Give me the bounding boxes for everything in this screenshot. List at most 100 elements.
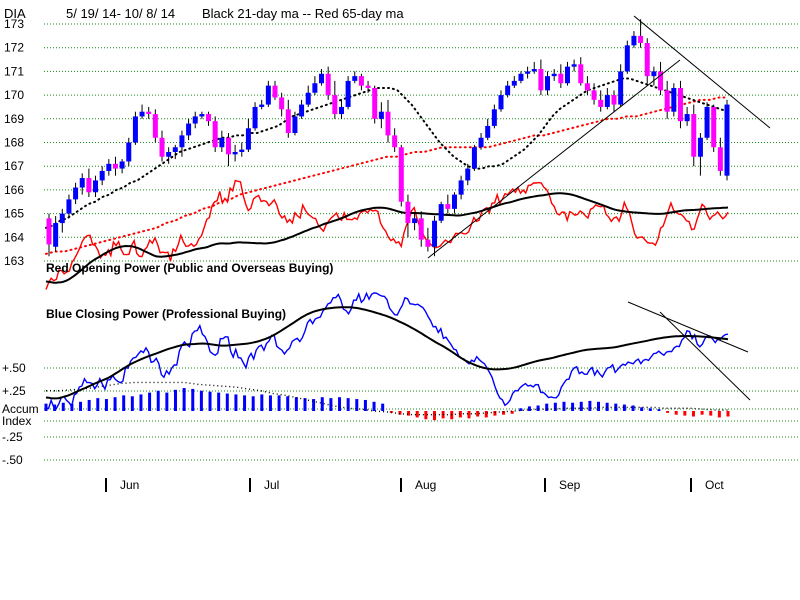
candle-body <box>206 114 212 122</box>
candle-body <box>531 69 537 72</box>
month-axis: Jun Jul Aug Sep Oct <box>105 478 724 492</box>
accum-tick-label: Accum <box>2 402 39 416</box>
candle-body <box>106 163 112 171</box>
price-tick-label: 173 <box>4 17 24 31</box>
candle-body <box>697 137 703 157</box>
candle-body <box>564 66 570 84</box>
candle-body <box>378 111 384 119</box>
candle-body <box>345 80 351 107</box>
candle-body <box>219 137 225 148</box>
candle-body <box>192 116 198 124</box>
candle-body <box>338 106 344 115</box>
candle-body <box>312 83 318 93</box>
candle-body <box>711 106 717 148</box>
candle-body <box>186 123 192 136</box>
price-tick-label: 169 <box>4 112 24 126</box>
candle-body <box>299 104 305 117</box>
candle-body <box>691 114 697 157</box>
candle-body <box>259 104 265 107</box>
candle-body <box>152 114 158 138</box>
candle-body <box>305 92 311 105</box>
candle-body <box>119 161 125 169</box>
candle-body <box>372 87 378 119</box>
price-tick-label: 170 <box>4 88 24 102</box>
candle-body <box>99 170 105 181</box>
accum-index-bars <box>44 381 730 421</box>
chart-title-symbol: DIA <box>4 6 26 21</box>
candle-body <box>73 187 79 200</box>
candle-body <box>724 104 730 176</box>
price-tick-label: 171 <box>4 64 24 78</box>
month-label: Jul <box>264 478 279 492</box>
candle-body <box>465 168 471 181</box>
candle-body <box>405 201 411 224</box>
month-label: Jun <box>120 478 139 492</box>
candle-body <box>212 121 218 148</box>
candle-body <box>498 95 504 110</box>
closing-power-moving-average <box>45 306 729 400</box>
candle-body <box>112 163 118 169</box>
candle-body <box>538 69 544 91</box>
candle-body <box>358 76 364 86</box>
candle-body <box>199 114 205 117</box>
candle-body <box>398 147 404 202</box>
candle-body <box>239 149 245 152</box>
trend-lines <box>427 15 771 401</box>
candle-body <box>232 151 238 155</box>
indicator-lines <box>45 77 729 410</box>
candle-body <box>704 106 710 138</box>
accum-tick-label: +.25 <box>2 384 26 398</box>
candle-body <box>644 42 650 77</box>
candle-body <box>658 71 664 91</box>
candle-body <box>511 80 517 86</box>
candle-body <box>272 85 278 98</box>
candle-body <box>584 83 590 91</box>
candle-body <box>159 137 165 157</box>
candle-body <box>86 178 92 193</box>
candle-body <box>139 111 145 117</box>
candle-body <box>578 64 584 84</box>
price-tick-label: 166 <box>4 183 24 197</box>
price-tick-label: 168 <box>4 136 24 150</box>
candle-body <box>172 147 178 152</box>
chart-title-ma-legend: Black 21-day ma -- Red 65-day ma <box>202 6 404 21</box>
candle-body <box>677 87 683 122</box>
candle-body <box>518 73 524 81</box>
price-tick-label: 163 <box>4 254 24 268</box>
candle-body <box>392 135 398 148</box>
candle-body <box>491 109 497 126</box>
candle-body <box>611 95 617 105</box>
candle-body <box>265 85 271 105</box>
candle-body <box>671 87 677 112</box>
candle-body <box>618 71 624 105</box>
red-opening-power-line <box>45 179 729 290</box>
candle-body <box>292 116 298 134</box>
candle-body <box>445 204 451 209</box>
candle-body <box>505 85 511 96</box>
candle-body <box>525 71 531 74</box>
candle-body <box>245 128 251 150</box>
candle-body <box>624 45 630 72</box>
candle-body <box>664 90 670 112</box>
candle-body <box>332 95 338 115</box>
candle-body <box>545 76 551 91</box>
month-label: Aug <box>415 478 436 492</box>
month-label: Oct <box>705 478 724 492</box>
candle-body <box>638 35 644 43</box>
candle-body <box>471 147 477 169</box>
candle-body <box>93 180 99 193</box>
candle-body <box>319 73 325 84</box>
candle-body <box>59 213 65 224</box>
opening-power-label: Red Opening Power (Public and Overseas B… <box>46 261 333 275</box>
closing-power-label: Blue Closing Power (Professional Buying) <box>46 307 286 321</box>
chart-title-daterange: 5/ 19/ 14- 10/ 8/ 14 <box>66 6 175 21</box>
candle-body <box>179 135 185 148</box>
candle-body <box>279 97 285 110</box>
black-21-day-ma <box>45 77 729 229</box>
candle-body <box>285 109 291 134</box>
closing-power-trendline-2 <box>659 311 751 401</box>
candle-body <box>126 142 132 162</box>
candle-body <box>425 239 431 247</box>
